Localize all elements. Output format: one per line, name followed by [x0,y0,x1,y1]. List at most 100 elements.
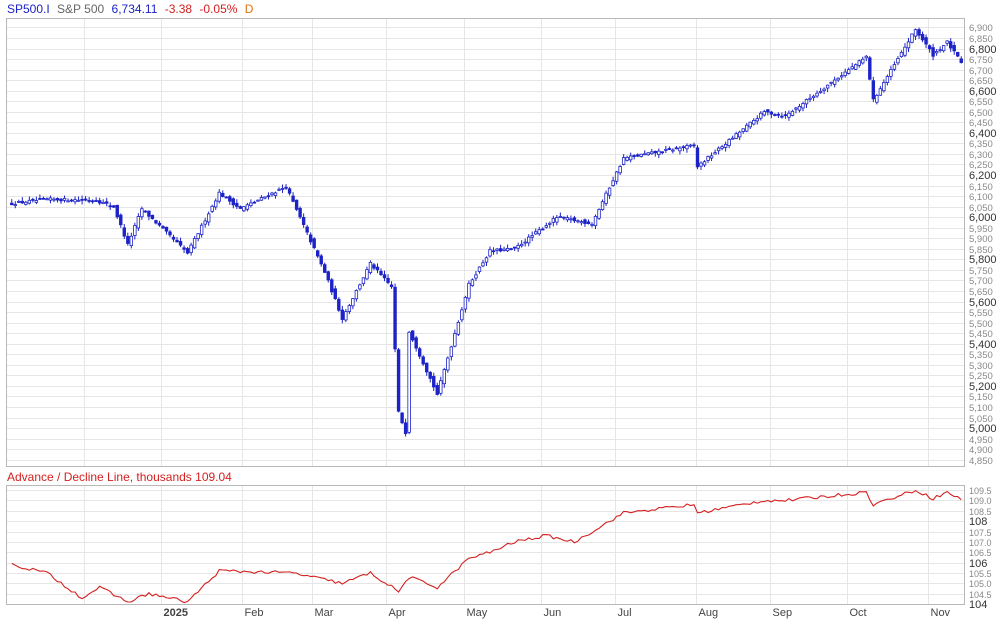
candle-body [368,261,373,273]
candle-body [759,112,763,119]
candle-body [653,150,657,154]
candle-body [76,199,81,202]
candle-body [435,385,439,395]
candle-body [583,219,587,224]
candle-body [280,188,285,190]
candle-body [417,348,422,357]
candle-body [326,271,330,281]
candle-body [273,192,278,196]
candle-body [825,84,830,89]
candle-body [593,215,598,227]
candle-body [702,161,707,166]
x-tick-label: Feb [245,607,264,619]
candle-body [519,243,524,247]
candle-body [934,51,939,54]
price-y-tick-label: 5,950 [969,224,993,235]
candle-body [839,75,844,78]
x-tick-label: Jun [544,607,562,619]
candle-body [745,124,749,132]
ad-y-tick-label: 109.5 [969,486,992,496]
candle-body [607,187,612,196]
candle-body [822,88,826,92]
candle-body [548,222,552,225]
candle-body [73,199,77,203]
candle-body [66,200,70,203]
candle-body [685,145,689,150]
candle-body [263,196,267,199]
price-y-tick-label: 5,450 [969,329,993,340]
candle-body [136,216,141,229]
candle-body [892,64,897,70]
candle-body [692,144,696,147]
candle-body [421,356,425,365]
candle-body [171,236,176,240]
candle-body [140,208,144,218]
candle-body [126,236,130,244]
candle-body [948,41,953,49]
candle-body [189,244,193,253]
candle-body [878,88,883,96]
candle-body [804,99,809,105]
candle-body [695,147,700,168]
candle-body [857,60,861,66]
candle-body [730,137,735,140]
candle-body [797,106,802,111]
ad-y-axis: 104104.5105.0105.5106106.5107.0107.51081… [969,486,992,611]
x-tick-label: Jul [618,607,632,619]
candle-body [776,113,781,116]
candle-body [34,200,39,203]
candle-body [562,216,566,219]
price-y-tick-label: 5,200 [969,381,997,393]
candle-body [382,274,387,279]
x-tick-label: Nov [931,607,951,619]
price-y-tick-label: 4,900 [969,445,993,456]
chart-header: SP500.I S&P 500 6,734.11 -3.38 -0.05% D [7,2,253,16]
candle-body [38,198,42,200]
price-y-tick-label: 6,350 [969,139,993,150]
candle-body [467,282,471,299]
candle-body [569,218,573,221]
candle-body [611,180,615,186]
price-y-tick-label: 5,050 [969,414,993,425]
ad-y-tick-label: 105.0 [969,579,992,589]
candle-body [868,57,872,80]
candle-body [122,227,126,237]
ad-y-tick-label: 104 [969,599,987,611]
x-tick-label: Aug [699,607,719,619]
candle-body [344,311,348,321]
candle-body [365,269,369,280]
price-y-tick-label: 5,000 [969,423,997,435]
candle-body [97,200,102,204]
candle-body [266,195,271,198]
candle-body [414,337,418,349]
candle-body [537,229,541,235]
candle-body [439,380,443,394]
candle-body [199,224,204,235]
candle-body [333,288,337,300]
candle-body [667,148,672,150]
price-y-tick-label: 6,650 [969,76,993,87]
candle-body [242,206,246,212]
candle-body [48,197,53,201]
candle-body [52,198,56,201]
candle-body [899,51,904,58]
ad-y-tick-label: 108.5 [969,507,992,517]
period-label[interactable]: D [244,2,254,16]
candle-body [618,166,622,174]
candle-body [252,201,257,204]
candle-body [628,155,633,161]
candle-body [87,200,91,202]
symbol-label[interactable]: SP500.I [7,2,50,16]
candle-body [657,150,661,155]
candle-body [45,198,49,201]
candle-body [716,147,721,152]
candle-body [407,331,411,433]
ad-y-tick-label: 108 [969,516,987,528]
candle-body [723,144,728,148]
ad-y-tick-label: 106.5 [969,548,992,558]
candle-body [27,199,32,204]
candle-body [808,97,812,100]
candle-body [555,217,559,223]
ad-header: Advance / Decline Line, thousands 109.04 [7,470,232,484]
candle-body [235,202,239,207]
